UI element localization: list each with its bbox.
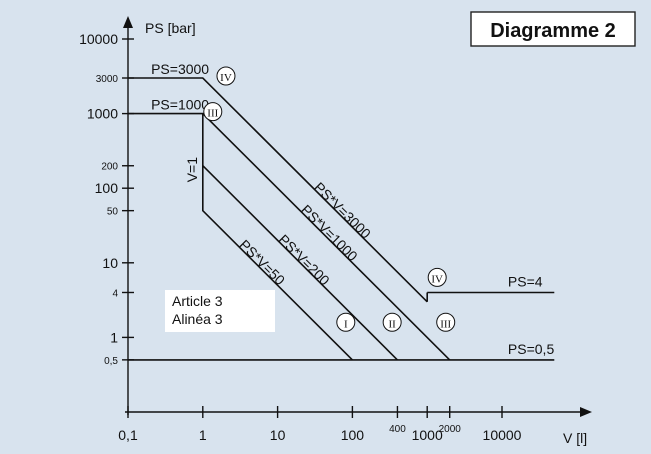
x-axis-arrow: [580, 407, 592, 417]
category-marker: III: [203, 102, 223, 122]
line-label: PS=3000: [151, 61, 209, 77]
category-marker: II: [382, 312, 402, 332]
y-tick-label: 100: [95, 180, 119, 196]
chart-title: Diagramme 2: [490, 20, 616, 42]
category-marker: III: [436, 312, 456, 332]
y-tick-label: 10: [102, 255, 118, 271]
x-tick-label: 10: [270, 427, 286, 443]
annotation-line-2: Alinéa 3: [172, 311, 223, 327]
y-tick-label: 3000: [96, 74, 119, 85]
line-label: PS=4: [508, 273, 543, 289]
y-tick-label: 50: [107, 207, 119, 218]
category-marker-label: III: [440, 318, 451, 330]
category-marker: I: [336, 312, 356, 332]
line-label: V=1: [184, 157, 200, 183]
category-marker-label: IV: [220, 72, 232, 84]
series-line: [128, 112, 353, 361]
y-tick-label: 10000: [79, 31, 118, 47]
category-marker-label: II: [389, 318, 397, 330]
category-marker: IV: [427, 267, 447, 287]
y-tick-label: 4: [112, 288, 118, 299]
line-label: PS=0,5: [508, 341, 555, 357]
x-tick-label: 2000: [439, 424, 462, 435]
x-axis-label: V [l]: [563, 430, 587, 446]
annotation-line-1: Article 3: [172, 293, 223, 309]
x-tick-label: 10000: [483, 427, 522, 443]
category-marker: IV: [216, 66, 236, 86]
category-marker-label: I: [344, 318, 348, 330]
y-tick-label: 1: [110, 329, 118, 345]
y-axis-label: PS [bar]: [145, 20, 196, 36]
x-tick-label: 100: [341, 427, 365, 443]
y-tick-label: 0,5: [104, 356, 118, 367]
x-tick-label: 400: [389, 424, 406, 435]
y-tick-label: 1000: [87, 106, 118, 122]
series-layer: [128, 77, 555, 361]
annotation-box: Article 3 Alinéa 3: [165, 290, 275, 332]
category-marker-label: III: [207, 108, 218, 120]
x-tick-label: 0,1: [118, 427, 138, 443]
y-tick-label: 200: [101, 162, 118, 173]
x-tick-label: 1: [199, 427, 207, 443]
x-tick-label: 1000: [412, 427, 443, 443]
y-axis-arrow: [123, 16, 133, 28]
series-line: [202, 113, 451, 361]
category-marker-label: IV: [431, 273, 443, 285]
series-line: [128, 77, 428, 303]
line-label: PS=1000: [151, 97, 209, 113]
series-line: [202, 165, 398, 361]
title-box: Diagramme 2: [470, 11, 636, 47]
